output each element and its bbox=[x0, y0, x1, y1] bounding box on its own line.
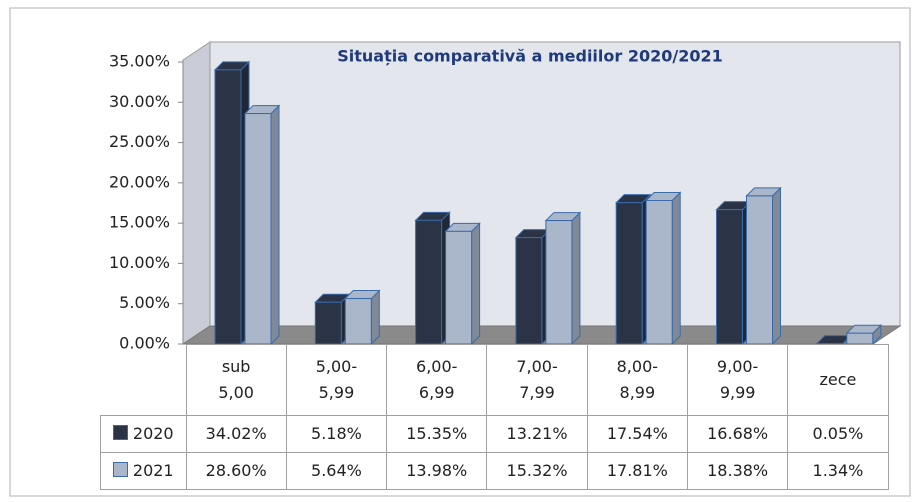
bar bbox=[344, 298, 372, 345]
value-label: 18.38% bbox=[686, 452, 789, 490]
bar bbox=[716, 209, 743, 345]
legend-swatch bbox=[112, 425, 128, 440]
y-tick-label: 20.00% bbox=[109, 172, 170, 191]
chart-border bbox=[9, 7, 911, 497]
value-label: 13.21% bbox=[486, 415, 588, 453]
category-label: 7,00- 7,99 bbox=[486, 344, 588, 416]
bar bbox=[746, 195, 773, 345]
value-label: 15.35% bbox=[386, 415, 488, 453]
category-label: zece bbox=[787, 344, 889, 416]
bar bbox=[645, 200, 673, 345]
legend-label: 2020 bbox=[132, 424, 174, 443]
chart-title: Situația comparativă a mediilor 2020/202… bbox=[337, 47, 723, 66]
y-tick-label: 35.00% bbox=[109, 52, 170, 71]
bar-side bbox=[671, 191, 681, 346]
y-tick-label: 15.00% bbox=[109, 213, 170, 232]
side-wall bbox=[182, 41, 211, 345]
bar bbox=[214, 69, 242, 345]
bar bbox=[244, 113, 272, 345]
bar bbox=[314, 301, 342, 345]
category-label: 8,00- 8,99 bbox=[586, 344, 688, 416]
value-label: 17.81% bbox=[586, 452, 688, 490]
category-label: 6,00- 6,99 bbox=[386, 344, 488, 416]
bar bbox=[846, 332, 874, 345]
value-label: 1.34% bbox=[787, 452, 889, 490]
bar-side bbox=[471, 222, 481, 346]
y-tick-label: 5.00% bbox=[119, 293, 170, 312]
value-label: 13.98% bbox=[386, 452, 488, 490]
value-label: 16.68% bbox=[686, 415, 789, 453]
legend-entry: 2021 bbox=[100, 452, 187, 490]
value-label: 28.60% bbox=[185, 452, 287, 490]
y-tick-label: 25.00% bbox=[109, 132, 170, 151]
bar bbox=[445, 230, 473, 345]
legend-label: 2021 bbox=[132, 461, 174, 480]
legend-swatch bbox=[112, 462, 128, 477]
bar-side bbox=[772, 186, 781, 346]
value-label: 0.05% bbox=[787, 415, 889, 453]
bar bbox=[415, 219, 443, 345]
bar bbox=[515, 237, 543, 345]
bar bbox=[615, 202, 643, 345]
table-corner bbox=[100, 344, 187, 416]
value-label: 17.54% bbox=[586, 415, 688, 453]
data-table: sub 5,00 5,00- 5,99 6,00- 6,99 7,00- 7,99 8,… bbox=[100, 344, 889, 490]
bar-side bbox=[571, 211, 581, 346]
y-tick-label: 10.00% bbox=[109, 253, 170, 272]
bar bbox=[545, 220, 573, 345]
value-label: 15.32% bbox=[486, 452, 588, 490]
value-label: 5.64% bbox=[285, 452, 388, 490]
category-label: sub 5,00 bbox=[185, 344, 287, 416]
y-tick-label: 30.00% bbox=[109, 92, 170, 111]
value-label: 5.18% bbox=[285, 415, 388, 453]
category-label: 5,00- 5,99 bbox=[285, 344, 388, 416]
value-label: 34.02% bbox=[185, 415, 287, 453]
category-label: 9,00- 9,99 bbox=[686, 344, 789, 416]
bar-side bbox=[370, 289, 380, 346]
legend-entry: 2020 bbox=[100, 415, 187, 453]
bar-side bbox=[270, 104, 280, 346]
